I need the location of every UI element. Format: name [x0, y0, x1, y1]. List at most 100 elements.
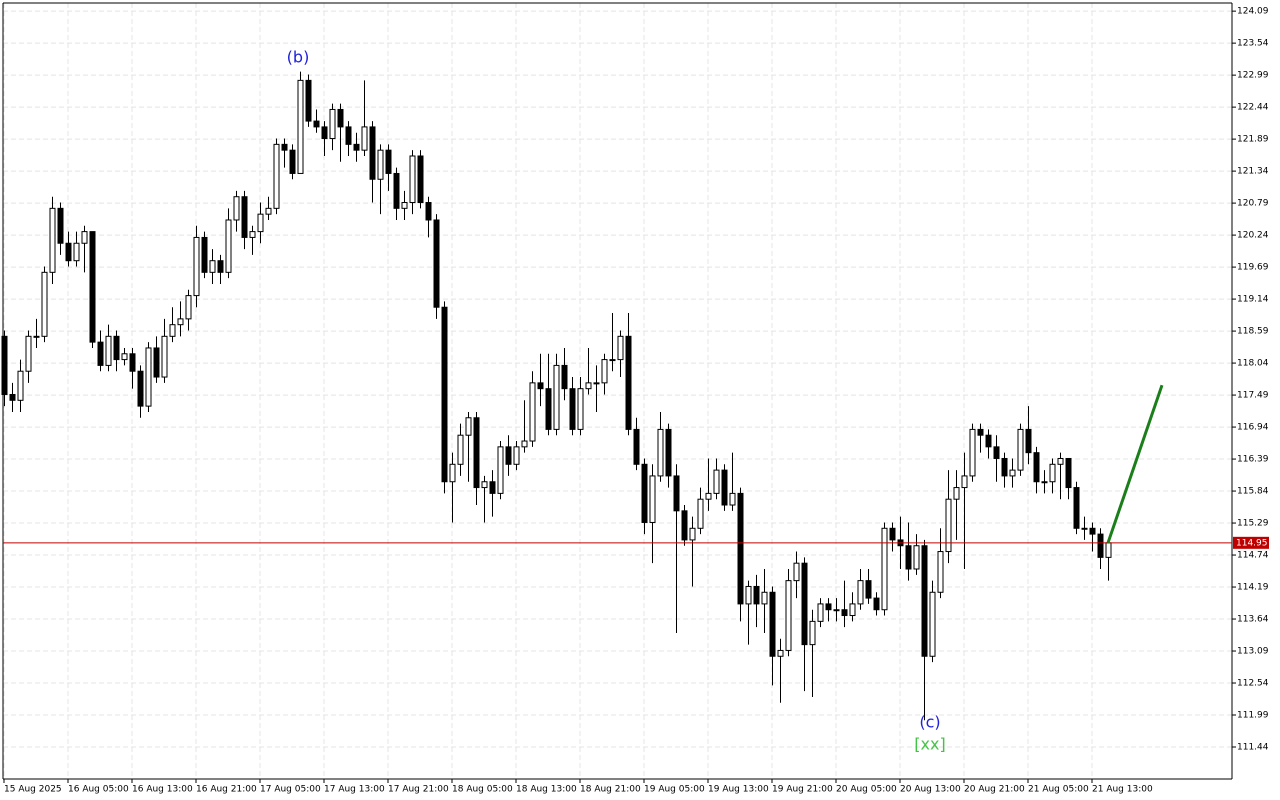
candle-body	[849, 603, 856, 617]
candle-body	[73, 242, 80, 262]
x-tick-label: 18 Aug 21:00	[580, 785, 641, 795]
candle-body	[969, 428, 976, 477]
x-tick-label: 17 Aug 21:00	[388, 785, 449, 795]
y-tick-label: 121.89	[1237, 135, 1269, 145]
candle-body	[793, 562, 800, 582]
x-tick-label: 18 Aug 13:00	[516, 785, 577, 795]
y-tick-label: 111.99	[1237, 711, 1269, 721]
candle-body	[321, 126, 328, 140]
y-tick-label: 113.64	[1237, 615, 1269, 625]
candle-body	[377, 149, 384, 180]
candle-body	[441, 306, 448, 483]
candle-body	[905, 545, 912, 570]
x-tick-label: 16 Aug 13:00	[132, 785, 193, 795]
candle-body	[433, 219, 440, 308]
candle-body	[49, 207, 56, 273]
candle-body	[745, 585, 752, 605]
candle-body	[1017, 428, 1024, 471]
candle-body	[857, 580, 864, 605]
candle-body	[353, 143, 360, 151]
candle-body	[705, 492, 712, 500]
candle-body	[465, 417, 472, 436]
candle-body	[625, 335, 632, 430]
candle-body	[329, 108, 336, 140]
candle-body	[161, 335, 168, 378]
candle-body	[785, 580, 792, 651]
candle-body	[177, 318, 184, 326]
candle-body	[137, 370, 144, 407]
wave-label: (c)	[919, 713, 940, 732]
candle-body	[273, 143, 280, 209]
candle-body	[865, 580, 872, 599]
candle-body	[881, 527, 888, 611]
x-tick-label: 21 Aug 05:00	[1028, 785, 1089, 795]
candle-body	[297, 79, 304, 174]
candle-body	[209, 260, 216, 273]
candle-body	[313, 120, 320, 128]
candle-body	[513, 446, 520, 465]
candle-body	[529, 382, 536, 442]
candle-body	[305, 79, 312, 122]
x-tick-label: 19 Aug 13:00	[708, 785, 769, 795]
candle-body	[929, 591, 936, 657]
y-tick-label: 111.44	[1237, 743, 1269, 753]
candle-body	[1105, 542, 1112, 558]
y-tick-label: 118.04	[1237, 359, 1269, 369]
candle-body	[953, 487, 960, 500]
y-tick-label: 116.94	[1237, 423, 1269, 433]
x-tick-label: 17 Aug 13:00	[324, 785, 385, 795]
candle-body	[417, 155, 424, 204]
candle-body	[825, 603, 832, 611]
wave-label: (b)	[287, 48, 310, 67]
candle-body	[945, 498, 952, 553]
candle-body	[633, 428, 640, 465]
candle-body	[1041, 481, 1048, 484]
candle-body	[841, 609, 848, 617]
x-tick-label: 19 Aug 21:00	[772, 785, 833, 795]
candle-body	[937, 551, 944, 593]
candle-body	[801, 562, 808, 646]
candle-body	[169, 324, 176, 337]
candle-body	[41, 271, 48, 337]
candle-body	[585, 382, 592, 390]
grid	[3, 3, 1232, 779]
candle-body	[1001, 457, 1008, 477]
candle-body	[409, 155, 416, 204]
candle-body	[673, 475, 680, 512]
candle-body	[809, 620, 816, 646]
candle-body	[665, 428, 672, 477]
candle-body	[1097, 533, 1104, 558]
candle-body	[401, 202, 408, 209]
candle-body	[657, 428, 664, 477]
candle-body	[601, 359, 608, 384]
candle-body	[281, 143, 288, 151]
candle-body	[265, 207, 272, 215]
candle-body	[1065, 457, 1072, 489]
candle-body	[473, 417, 480, 489]
x-tick-label: 15 Aug 2025	[4, 785, 62, 795]
candle-body	[689, 527, 696, 541]
y-tick-label: 120.79	[1237, 199, 1269, 209]
y-tick-label: 114.19	[1237, 583, 1269, 593]
current-price-label: 114.95	[1236, 538, 1268, 548]
x-tick-label: 20 Aug 05:00	[836, 785, 897, 795]
candle-body	[1049, 463, 1056, 483]
candle-body	[105, 335, 112, 366]
candle-body	[577, 388, 584, 430]
candle-body	[361, 126, 368, 151]
y-tick-label: 116.39	[1237, 455, 1269, 465]
current-price-box	[1233, 536, 1269, 549]
candle-body	[873, 597, 880, 611]
candles	[1, 71, 1112, 721]
y-tick-label: 117.49	[1237, 391, 1269, 401]
candle-body	[833, 609, 840, 612]
candle-body	[761, 591, 768, 605]
candle-body	[561, 364, 568, 390]
candle-body	[1057, 457, 1064, 465]
candle-body	[217, 260, 224, 273]
candle-body	[121, 353, 128, 361]
candle-body	[233, 196, 240, 221]
x-tick-label: 20 Aug 13:00	[900, 785, 961, 795]
candle-body	[449, 463, 456, 483]
